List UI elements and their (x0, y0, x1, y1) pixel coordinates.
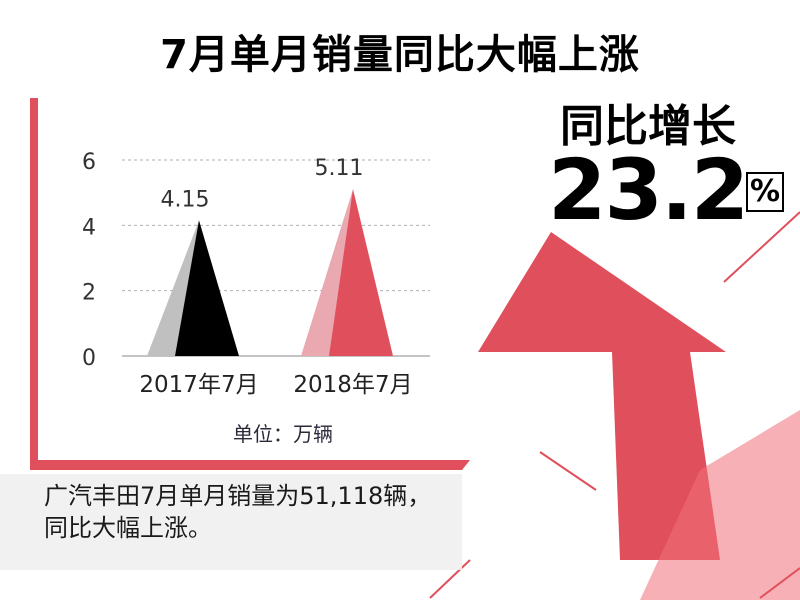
chart-card: 0 2 4 6 4.15 2017年7月 5.11 2018年7月 单位：万辆 (38, 96, 458, 460)
y-tick-label: 2 (82, 281, 96, 306)
note-text: 广汽丰田7月单月销量为51,118辆，同比大幅上涨。 (44, 482, 432, 542)
y-tick-label: 6 (82, 150, 96, 175)
data-label: 5.11 (315, 156, 364, 181)
card-red-bottom (30, 460, 470, 470)
sales-chart: 0 2 4 6 4.15 2017年7月 5.11 2018年7月 (82, 150, 430, 398)
deco-line-2 (539, 451, 597, 491)
arrow-shadow-shape (640, 410, 800, 600)
x-tick-label: 2017年7月 (139, 372, 258, 398)
bar-triangle (175, 220, 239, 356)
deco-line-3 (429, 559, 471, 599)
big-arrow-shape (478, 232, 726, 560)
bar-triangle (329, 189, 393, 356)
y-tick-label: 4 (82, 215, 96, 240)
note-box (0, 474, 462, 570)
growth-value: 23.2 (548, 141, 749, 239)
y-tick-label: 0 (82, 346, 96, 371)
page-title: 7月单月销量同比大幅上涨 (160, 32, 640, 78)
deco-line-4 (759, 567, 800, 599)
data-label: 4.15 (161, 187, 210, 212)
growth-percent-sign: % (746, 172, 784, 212)
unit-label: 单位：万辆 (233, 422, 333, 446)
growth-label: 同比增长 (560, 101, 736, 152)
x-tick-label: 2018年7月 (293, 372, 412, 398)
deco-line-1 (723, 211, 800, 283)
card-red-edge (30, 98, 40, 470)
